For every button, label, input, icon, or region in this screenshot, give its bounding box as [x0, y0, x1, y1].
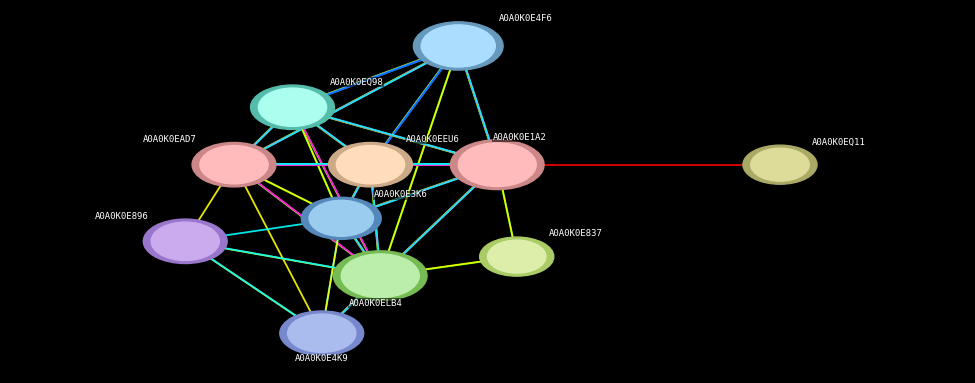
- Ellipse shape: [258, 88, 327, 126]
- Ellipse shape: [458, 143, 536, 187]
- Text: A0A0K0E3K6: A0A0K0E3K6: [373, 190, 427, 199]
- Ellipse shape: [280, 311, 364, 355]
- Ellipse shape: [421, 25, 495, 67]
- Ellipse shape: [413, 22, 503, 70]
- Ellipse shape: [329, 142, 412, 187]
- Ellipse shape: [743, 145, 817, 184]
- Text: A0A0K0E1A2: A0A0K0E1A2: [492, 133, 546, 142]
- Text: A0A0K0E837: A0A0K0E837: [549, 229, 603, 238]
- Ellipse shape: [341, 254, 419, 298]
- Text: A0A0K0E4K9: A0A0K0E4K9: [294, 354, 349, 363]
- Ellipse shape: [192, 142, 276, 187]
- Text: A0A0K0EAD7: A0A0K0EAD7: [143, 135, 197, 144]
- Ellipse shape: [251, 85, 334, 129]
- Ellipse shape: [488, 240, 546, 273]
- Text: A0A0K0EQ11: A0A0K0EQ11: [812, 138, 866, 147]
- Ellipse shape: [336, 146, 405, 184]
- Ellipse shape: [751, 148, 809, 181]
- Text: A0A0K0ELB4: A0A0K0ELB4: [348, 299, 403, 308]
- Ellipse shape: [288, 314, 356, 352]
- Text: A0A0K0EEU6: A0A0K0EEU6: [406, 135, 459, 144]
- Ellipse shape: [200, 146, 268, 184]
- Text: A0A0K0E4F6: A0A0K0E4F6: [499, 14, 553, 23]
- Ellipse shape: [333, 251, 427, 301]
- Ellipse shape: [480, 237, 554, 276]
- Ellipse shape: [450, 140, 544, 190]
- Ellipse shape: [309, 200, 373, 236]
- Text: A0A0K0E896: A0A0K0E896: [95, 212, 148, 221]
- Ellipse shape: [151, 222, 219, 260]
- Ellipse shape: [301, 197, 381, 239]
- Ellipse shape: [143, 219, 227, 264]
- Text: A0A0K0EQ98: A0A0K0EQ98: [330, 78, 383, 87]
